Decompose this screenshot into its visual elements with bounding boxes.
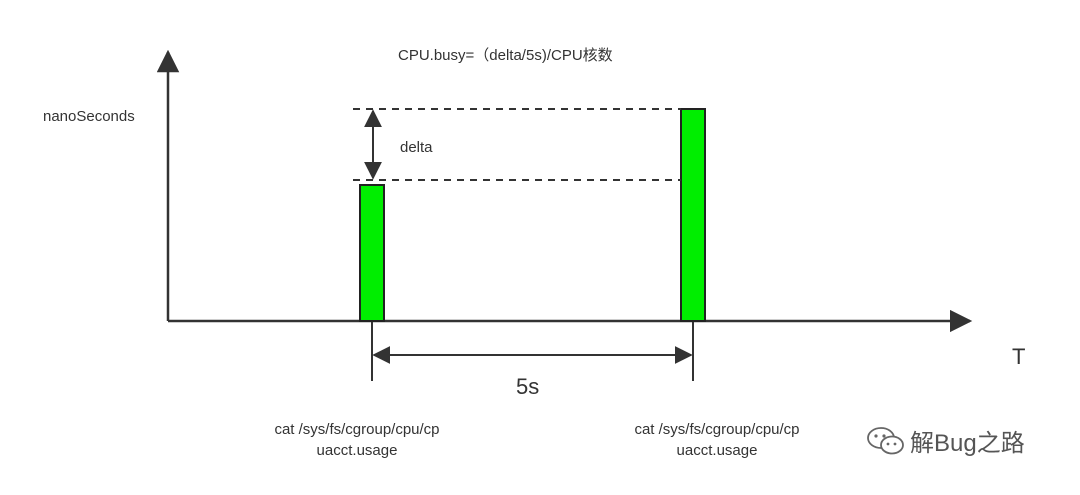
- command-line: cat /sys/fs/cgroup/cpu/cp: [274, 421, 440, 438]
- interval-label: 5s: [516, 374, 540, 399]
- sample-bar-2: [680, 108, 706, 322]
- x-axis-label: T: [1012, 344, 1026, 369]
- command-line: uacct.usage: [316, 442, 398, 459]
- delta-label: delta: [400, 139, 433, 156]
- watermark-text: 解Bug之路: [910, 430, 1025, 457]
- wechat-icon: [867, 426, 904, 454]
- y-axis-label: nanoSeconds: [43, 108, 135, 125]
- command-line: uacct.usage: [676, 442, 758, 459]
- command-line: cat /sys/fs/cgroup/cpu/cp: [634, 421, 800, 438]
- sample-command-2: cat /sys/fs/cgroup/cpu/cp uacct.usage: [592, 419, 842, 461]
- sample-bar-1: [359, 184, 385, 322]
- watermark: 解Bug之路: [866, 423, 1025, 458]
- sample-command-1: cat /sys/fs/cgroup/cpu/cp uacct.usage: [232, 419, 482, 461]
- formula-text: CPU.busy=（delta/5s)/CPU核数: [398, 47, 613, 64]
